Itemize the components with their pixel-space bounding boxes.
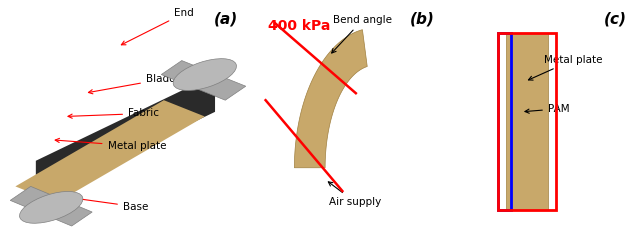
Bar [498, 33, 556, 210]
Polygon shape [294, 30, 367, 168]
Text: Bladder: Bladder [88, 74, 186, 94]
Polygon shape [10, 186, 92, 226]
Polygon shape [36, 75, 215, 198]
Text: Bend angle: Bend angle [332, 15, 392, 53]
Ellipse shape [20, 192, 83, 223]
Text: Fabric: Fabric [68, 109, 159, 119]
Text: (a): (a) [214, 12, 238, 27]
Text: Metal plate: Metal plate [529, 55, 602, 80]
Text: 400 kPa: 400 kPa [268, 19, 330, 33]
Text: End: End [122, 8, 194, 45]
Text: (b): (b) [410, 12, 435, 27]
Text: (c): (c) [604, 12, 627, 27]
Text: Base: Base [60, 195, 148, 212]
Polygon shape [15, 100, 205, 203]
Text: Metal plate: Metal plate [55, 138, 166, 151]
Polygon shape [161, 61, 246, 100]
Text: Air supply: Air supply [328, 182, 381, 207]
Bar [506, 33, 548, 210]
Text: PAM: PAM [525, 104, 570, 114]
Ellipse shape [173, 59, 236, 90]
Bar [498, 33, 511, 210]
